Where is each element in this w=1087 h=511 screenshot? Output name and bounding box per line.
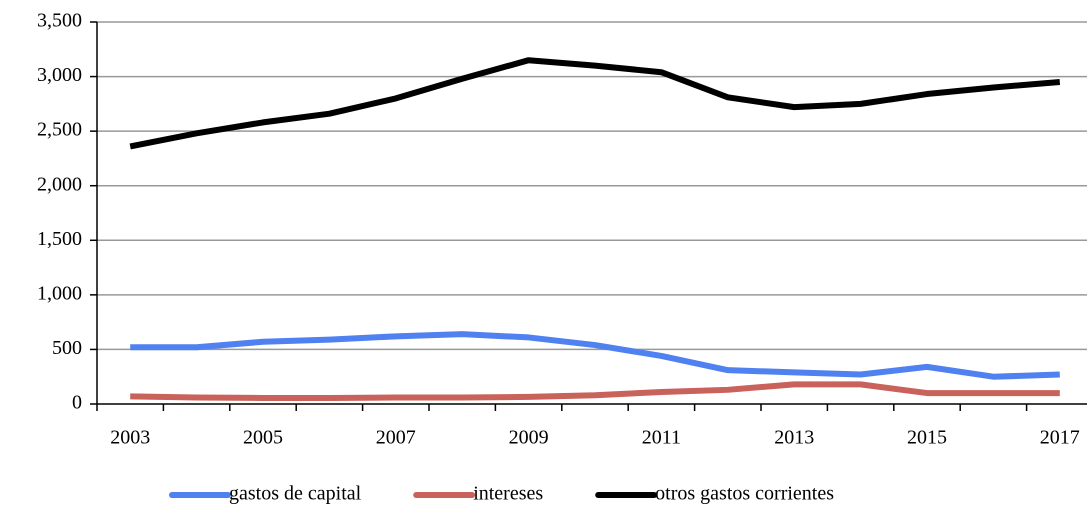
x-tick-label: 2003	[110, 427, 150, 449]
y-tick-label: 3,000	[37, 64, 82, 86]
x-tick-label: 2015	[907, 427, 947, 449]
y-tick-label: 1,500	[37, 228, 82, 250]
y-tick-label: 2,000	[37, 173, 82, 195]
x-tick-label: 2005	[243, 427, 283, 449]
y-tick-label: 1,000	[37, 282, 82, 304]
legend-label: intereses	[473, 483, 543, 505]
x-tick-label: 2009	[509, 427, 549, 449]
x-tick-label: 2007	[376, 427, 416, 449]
x-tick-label: 2017	[1040, 427, 1080, 449]
x-tick-label: 2011	[642, 427, 681, 449]
x-tick-label: 2013	[774, 427, 814, 449]
y-tick-label: 2,500	[37, 119, 82, 141]
y-tick-label: 3,500	[37, 10, 82, 32]
legend-label: gastos de capital	[229, 483, 362, 505]
data-line	[130, 331, 1060, 380]
data-line	[130, 381, 1060, 401]
data-line	[129, 57, 1061, 150]
legend-label: otros gastos corrientes	[655, 483, 834, 505]
y-tick-label: 500	[52, 337, 82, 359]
y-tick-label: 0	[72, 392, 82, 414]
